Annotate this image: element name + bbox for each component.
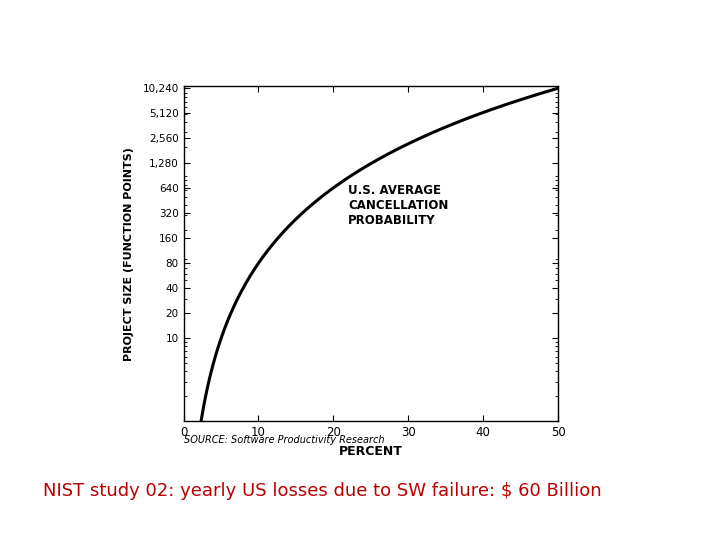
Text: SOURCE: Software Productivity Research: SOURCE: Software Productivity Research xyxy=(184,435,384,445)
X-axis label: PERCENT: PERCENT xyxy=(339,444,402,457)
Y-axis label: PROJECT SIZE (FUNCTION POINTS): PROJECT SIZE (FUNCTION POINTS) xyxy=(124,147,134,361)
Text: U.S. AVERAGE
CANCELLATION
PROBABILITY: U.S. AVERAGE CANCELLATION PROBABILITY xyxy=(348,184,449,227)
Text: NIST study 02: yearly US losses due to SW failure: $ 60 Billion: NIST study 02: yearly US losses due to S… xyxy=(43,482,602,501)
